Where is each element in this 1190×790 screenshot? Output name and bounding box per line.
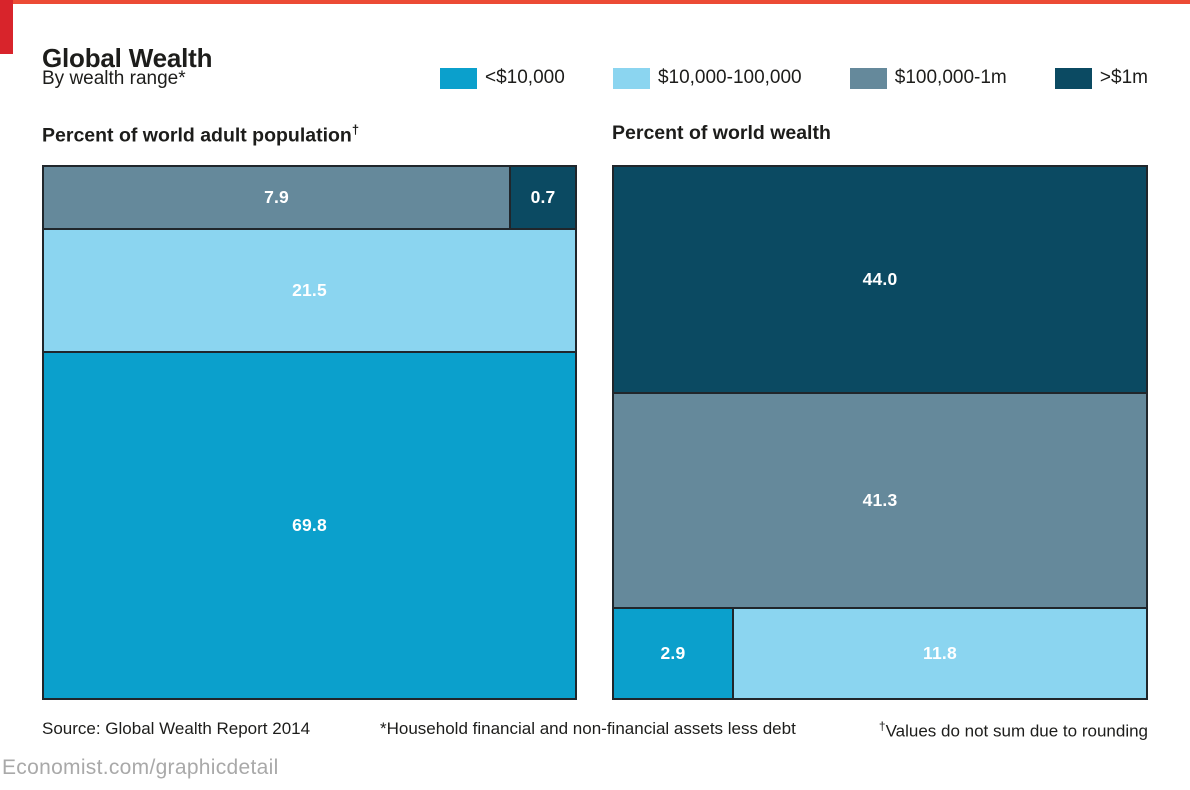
source-note: Source: Global Wealth Report 2014 (42, 719, 311, 738)
page-title: Global Wealth (42, 43, 213, 74)
mosaic-row: 41.3 (614, 394, 1146, 607)
value-label: 11.8 (922, 642, 957, 663)
cell-wealth-10k-100k: 11.8 (733, 608, 1146, 698)
dagger-symbol: † (351, 122, 360, 137)
legend-swatch-gt1m (1054, 67, 1092, 89)
value-label: 69.8 (292, 514, 327, 535)
value-label: 7.9 (264, 186, 289, 207)
legend-item-gt1m: >$1m (1054, 67, 1148, 89)
mosaic-row: 69.8 (44, 352, 575, 698)
mosaic-row: 21.5 (44, 229, 575, 351)
mosaic-row: 44.0 (614, 167, 1146, 393)
legend-swatch-10k-100k (612, 67, 650, 89)
legend-swatch-100k-1m (849, 67, 887, 89)
brand-top-rule (0, 0, 1190, 4)
value-label: 44.0 (862, 269, 898, 290)
legend-label-10k-100k: $10,000-100,000 (657, 67, 802, 88)
left-panel-title-text: Percent of world adult population (42, 124, 352, 147)
economist-brand-mark (0, 0, 13, 54)
value-label: 41.3 (862, 489, 898, 510)
wealth-mosaic-chart: 44.0 41.3 2.9 11.8 (612, 165, 1148, 700)
footnote-dagger: †Values do not sum due to rounding (879, 719, 1148, 742)
legend-swatch-lt10k (440, 67, 477, 89)
cell-population-lt10k: 69.8 (44, 352, 575, 698)
cell-population-10k-100k: 21.5 (44, 229, 575, 351)
left-panel-title: Percent of world adult population† (42, 122, 359, 148)
footnote-dagger-text: Values do not sum due to rounding (885, 721, 1148, 741)
legend-item-10k-100k: $10,000-100,000 (612, 67, 802, 89)
mosaic-row: 7.9 0.7 (44, 167, 575, 228)
cell-population-100k-1m: 7.9 (44, 167, 510, 228)
dagger-symbol: † (878, 719, 886, 733)
page-subtitle: By wealth range* (42, 68, 186, 89)
population-mosaic-chart: 7.9 0.7 21.5 69.8 (42, 165, 577, 700)
value-label: 21.5 (292, 279, 327, 300)
legend-item-100k-1m: $100,000-1m (849, 67, 1007, 89)
legend-label-100k-1m: $100,000-1m (894, 67, 1007, 88)
legend-item-lt10k: <$10,000 (440, 67, 565, 89)
legend: <$10,000 $10,000-100,000 $100,000-1m >$1… (440, 67, 1148, 89)
cell-population-gt1m: 0.7 (511, 167, 575, 228)
right-panel-title-text: Percent of world wealth (612, 122, 831, 144)
value-label: 0.7 (530, 186, 556, 207)
cell-wealth-gt1m: 44.0 (614, 167, 1146, 393)
cell-wealth-100k-1m: 41.3 (614, 394, 1146, 607)
mosaic-row: 2.9 11.8 (614, 608, 1146, 698)
right-panel-title: Percent of world wealth (612, 122, 831, 145)
economist-site-link[interactable]: Economist.com/graphicdetail (2, 756, 279, 779)
footer: Source: Global Wealth Report 2014 *House… (42, 719, 1148, 741)
value-label: 2.9 (660, 642, 686, 663)
legend-label-gt1m: >$1m (1099, 67, 1148, 88)
legend-label-lt10k: <$10,000 (485, 67, 565, 88)
footnote-asterisk: *Household financial and non-financial a… (380, 719, 796, 738)
cell-wealth-lt10k: 2.9 (614, 608, 732, 698)
